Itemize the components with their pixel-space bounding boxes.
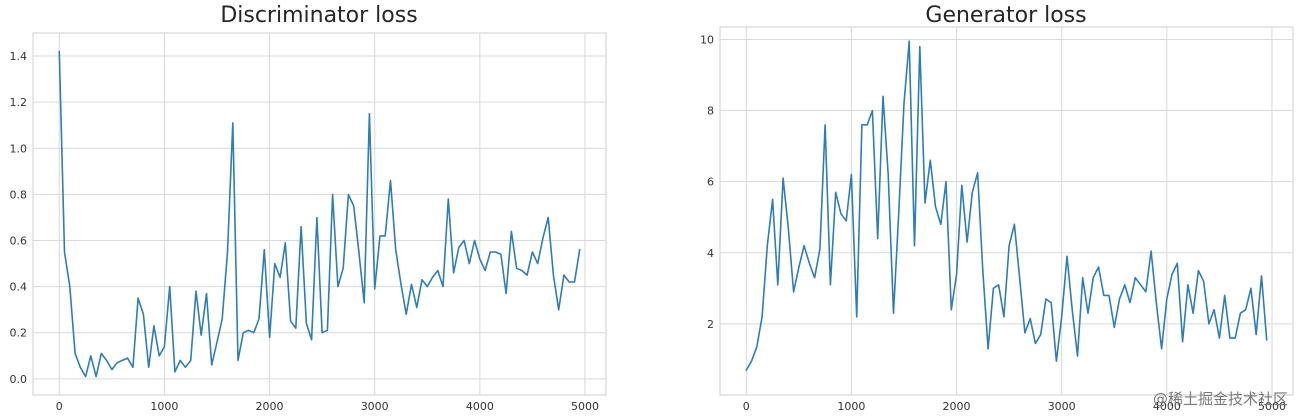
y-tick-label: 1.4 <box>10 50 28 63</box>
y-axis: 0.0 0.2 0.4 0.6 0.8 1.0 1.2 1.4 <box>10 50 28 386</box>
chart-title: Generator loss <box>925 3 1086 28</box>
x-tick-label: 4000 <box>1153 400 1181 413</box>
y-tick-label: 0.0 <box>10 373 28 386</box>
x-tick-label: 1000 <box>837 400 865 413</box>
x-tick-label: 1000 <box>150 400 178 413</box>
x-tick-label: 2000 <box>256 400 284 413</box>
discriminator-loss-chart: Discriminator loss 0.0 0.2 0.4 0.6 0.8 1.0 1.2… <box>10 3 607 413</box>
y-tick-label: 1.0 <box>10 142 28 155</box>
y-tick-label: 8 <box>707 105 714 118</box>
y-axis: 2 4 6 8 10 <box>700 33 714 330</box>
x-tick-label: 0 <box>56 400 63 413</box>
x-tick-label: 2000 <box>943 400 971 413</box>
x-axis: 0 1000 2000 3000 4000 5000 <box>743 400 1286 413</box>
x-tick-label: 5000 <box>571 400 599 413</box>
x-tick-label: 3000 <box>361 400 389 413</box>
y-tick-label: 4 <box>707 247 714 260</box>
y-tick-label: 0.6 <box>10 235 28 248</box>
watermark: @稀土掘金技术社区 <box>1153 390 1288 408</box>
series-line <box>745 40 1268 371</box>
plot-area <box>32 32 607 396</box>
generator-loss-chart: Generator loss 2 4 6 8 10 0 1000 2000 3000 4000 5… <box>700 3 1294 413</box>
x-tick-label: 5000 <box>1258 400 1286 413</box>
gridlines <box>720 27 1293 395</box>
y-tick-label: 0.2 <box>10 327 28 340</box>
y-tick-label: 2 <box>707 318 714 331</box>
series-layer <box>58 50 581 378</box>
series-layer <box>745 40 1268 371</box>
gridlines <box>33 33 606 395</box>
y-tick-label: 6 <box>707 176 714 189</box>
plot-area <box>719 26 1294 396</box>
chart-title: Discriminator loss <box>220 3 417 28</box>
x-tick-label: 0 <box>743 400 750 413</box>
x-axis: 0 1000 2000 3000 4000 5000 <box>56 400 599 413</box>
x-tick-label: 3000 <box>1048 400 1076 413</box>
series-line <box>58 50 581 378</box>
x-tick-label: 4000 <box>466 400 494 413</box>
y-tick-label: 0.8 <box>10 188 28 201</box>
y-tick-label: 0.4 <box>10 281 28 294</box>
y-tick-label: 1.2 <box>10 96 28 109</box>
y-tick-label: 10 <box>700 33 714 46</box>
